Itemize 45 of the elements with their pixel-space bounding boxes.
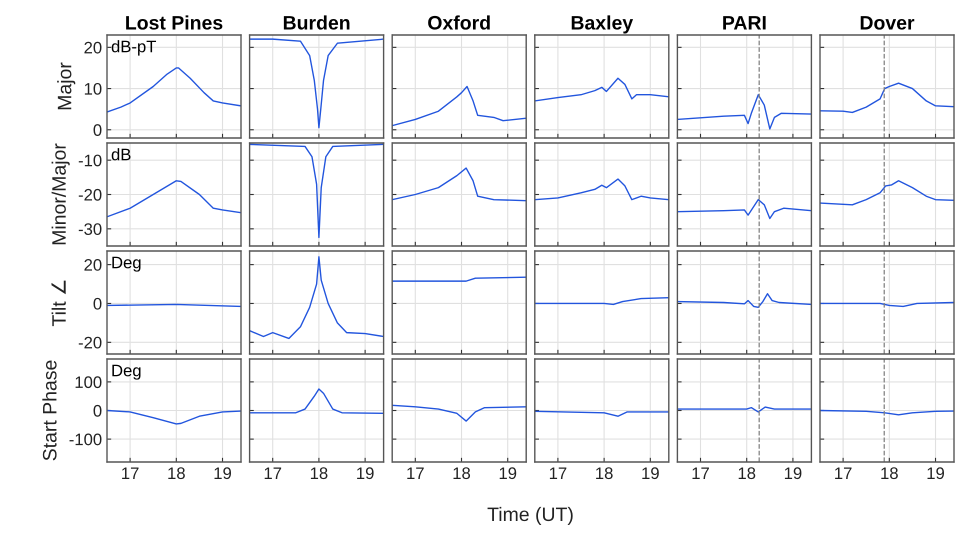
chart-title: Burden (284, 15, 350, 30)
y-axis-title: Start Phase (42, 360, 57, 460)
y-tick-label: -20 (78, 188, 102, 201)
x-tick-label: 19 (214, 467, 231, 480)
x-tick-label: 17 (122, 467, 139, 479)
x-tick-label: 17 (550, 467, 566, 479)
annotation: Deg (112, 256, 141, 272)
x-tick-label: 18 (310, 467, 328, 480)
x-tick-label: 19 (500, 467, 516, 480)
x-tick-label: 19 (784, 467, 802, 480)
chart-title: Lost Pines (126, 15, 222, 30)
chart-title: Oxford (428, 15, 490, 30)
x-tick-label: 18 (738, 467, 756, 480)
annotation: Deg (112, 364, 141, 380)
x-tick-label: 19 (642, 467, 659, 480)
y-tick-label: 0 (94, 404, 102, 417)
y-axis-title: Tilt ∠ (52, 280, 66, 326)
x-tick-label: 17 (835, 467, 852, 479)
y-tick-label: -100 (70, 434, 102, 446)
y-axis-title: Major (57, 62, 76, 110)
x-tick-label: 19 (928, 467, 944, 480)
y-tick-label: -20 (78, 336, 102, 349)
chart-title: Dover (860, 16, 914, 30)
x-tick-label: 17 (407, 467, 424, 479)
annotation: dB (112, 148, 131, 160)
chart-title: PARI (723, 16, 766, 30)
y-tick-label: 20 (84, 42, 102, 54)
y-tick-label: 0 (94, 298, 102, 310)
chart-title: Baxley (572, 15, 634, 34)
x-tick-label: 19 (357, 467, 374, 480)
y-tick-label: 0 (94, 124, 102, 136)
y-tick-label: 10 (84, 82, 102, 95)
annotation: dB-pT (112, 40, 156, 56)
y-axis-title: Minor/Major (52, 143, 70, 244)
y-tick-label: 20 (84, 259, 102, 271)
x-tick-label: 18 (881, 467, 898, 480)
x-tick-label: 17 (264, 467, 282, 479)
x-tick-label: 18 (454, 467, 470, 480)
x-tick-label: 17 (692, 467, 709, 479)
y-tick-label: 100 (76, 376, 102, 388)
y-tick-label: -30 (78, 223, 102, 236)
x-axis-title: Time (UT) (488, 506, 573, 525)
x-tick-label: 18 (168, 467, 185, 480)
y-tick-label: -10 (78, 154, 102, 166)
x-tick-label: 18 (596, 467, 613, 480)
